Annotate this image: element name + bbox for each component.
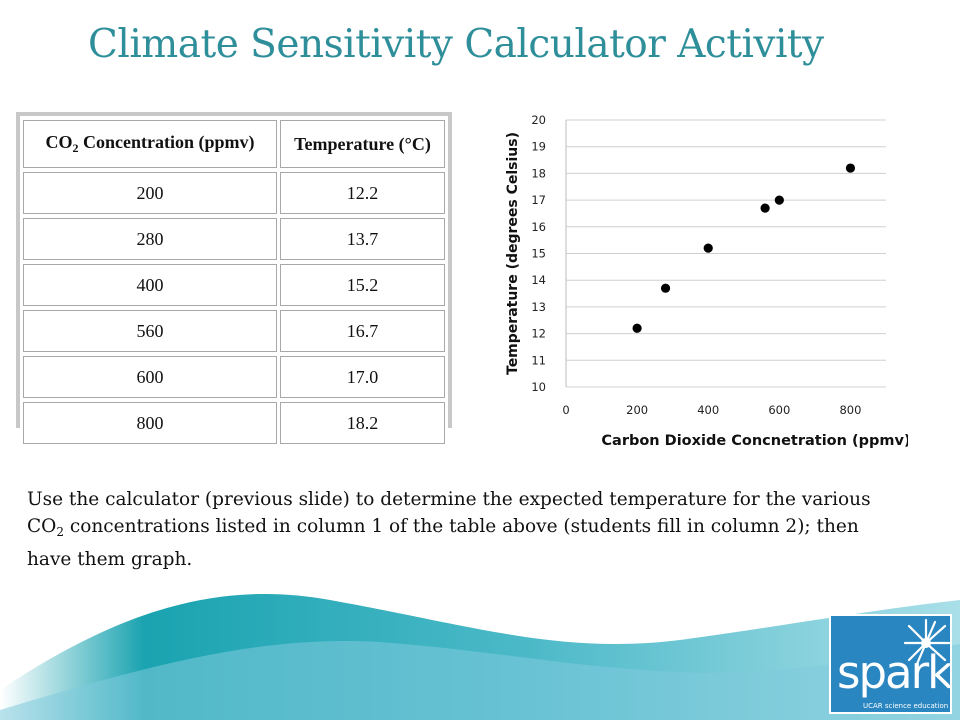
starburst-icon xyxy=(903,618,950,666)
temp-cell: 18.2 xyxy=(280,402,445,444)
data-table-frame: CO2 Concentration (ppmv) Temperature (°C… xyxy=(16,112,452,448)
co2-cell: 280 xyxy=(23,218,277,260)
logo-tagline: UCAR science education xyxy=(863,702,949,710)
temp-cell: 15.2 xyxy=(280,264,445,306)
table-row: 600 17.0 xyxy=(23,356,445,398)
slide-title: Climate Sensitivity Calculator Activity xyxy=(88,22,824,67)
x-tick-label: 200 xyxy=(626,403,648,417)
y-axis-title: Temperature (degrees Celsius) xyxy=(505,132,521,375)
y-tick-label: 16 xyxy=(531,220,546,234)
table-row: 400 15.2 xyxy=(23,264,445,306)
data-point xyxy=(660,283,671,293)
co2-cell: 400 xyxy=(23,264,277,306)
table-header-row: CO2 Concentration (ppmv) Temperature (°C… xyxy=(23,120,445,168)
y-tick-label: 14 xyxy=(531,273,546,287)
decorative-wave xyxy=(0,594,960,720)
logo-wordmark: spark xyxy=(837,646,952,699)
y-tick-label: 19 xyxy=(531,140,546,154)
temp-cell: 12.2 xyxy=(280,172,445,214)
y-tick-label: 20 xyxy=(531,113,546,127)
x-tick-label: 600 xyxy=(768,403,790,417)
y-tick-label: 12 xyxy=(531,327,546,341)
data-point xyxy=(774,195,784,205)
y-tick-label: 15 xyxy=(531,247,546,261)
x-tick-label: 0 xyxy=(562,403,569,417)
temp-cell: 17.0 xyxy=(280,356,445,398)
co2-cell: 800 xyxy=(23,402,277,444)
temp-cell: 16.7 xyxy=(280,310,445,352)
header-temperature: Temperature (°C) xyxy=(280,120,445,168)
co2-cell: 560 xyxy=(23,310,277,352)
header-co2: CO2 Concentration (ppmv) xyxy=(23,120,277,168)
data-point xyxy=(632,323,642,333)
data-point xyxy=(703,243,713,253)
y-tick-label: 10 xyxy=(531,380,546,394)
spark-logo: spark UCAR science education xyxy=(829,614,952,714)
table-row: 560 16.7 xyxy=(23,310,445,352)
data-point xyxy=(760,203,770,213)
co2-cell: 200 xyxy=(23,172,277,214)
table-row: 280 13.7 xyxy=(23,218,445,260)
y-tick-label: 11 xyxy=(531,353,546,367)
co2-cell: 600 xyxy=(23,356,277,398)
y-tick-label: 18 xyxy=(531,166,546,180)
temp-cell: 13.7 xyxy=(280,218,445,260)
x-tick-label: 400 xyxy=(697,403,719,417)
y-tick-label: 13 xyxy=(531,300,546,314)
data-table: CO2 Concentration (ppmv) Temperature (°C… xyxy=(20,116,448,448)
y-tick-label: 17 xyxy=(531,193,546,207)
data-point xyxy=(845,163,856,173)
x-axis-title: Carbon Dioxide Concnetration (ppmv) xyxy=(601,433,908,449)
table-row: 800 18.2 xyxy=(23,402,445,444)
x-tick-label: 800 xyxy=(839,403,861,417)
instructions-text: Use the calculator (previous slide) to d… xyxy=(27,489,871,570)
table-row: 200 12.2 xyxy=(23,172,445,214)
